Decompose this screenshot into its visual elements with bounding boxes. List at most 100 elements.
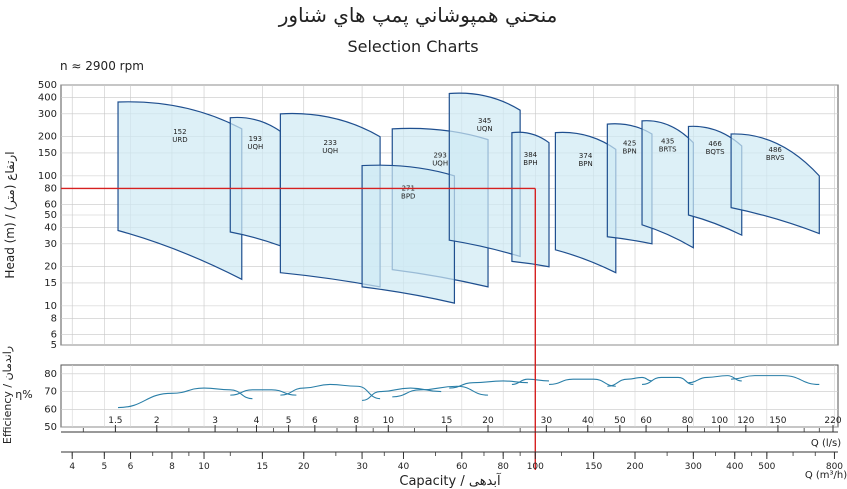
pump-label-193: 193 xyxy=(249,135,262,143)
pump-sublabel-435: BRTS xyxy=(659,146,677,154)
capacity-label: Capacity / آبدهی xyxy=(399,472,502,489)
efficiency-tick-label: 60 xyxy=(44,404,57,415)
flow-ls-tick-label: 20 xyxy=(482,416,494,426)
head-tick-label: 6 xyxy=(51,330,57,341)
pump-label-152: 152 xyxy=(173,128,186,136)
flow-ls-tick-label: 2 xyxy=(154,416,160,426)
pump-sublabel-233: UQH xyxy=(322,147,338,155)
pump-area-152 xyxy=(117,101,243,281)
pump-sublabel-466: BQTS xyxy=(706,148,726,156)
head-tick-label: 15 xyxy=(44,278,57,289)
pump-sublabel-384: BPH xyxy=(523,159,537,167)
efficiency-plot-frame xyxy=(60,364,839,428)
pump-label-435: 435 xyxy=(661,138,674,146)
pump-label-293: 293 xyxy=(433,151,446,159)
pump-label-486: 486 xyxy=(769,146,783,154)
flow-m3h-tick-label: 5 xyxy=(101,462,107,472)
head-tick-label: 200 xyxy=(38,132,57,143)
flow-ls-tick-label: 30 xyxy=(541,416,553,426)
flow-ls-tick-label: 15 xyxy=(441,416,452,426)
efficiency-unit-label: η% xyxy=(15,388,32,401)
efficiency-curve-8 xyxy=(549,378,616,387)
flow-m3h-tick-label: 800 xyxy=(826,462,843,472)
efficiency-curve-6 xyxy=(449,380,528,389)
pump-label-345: 345 xyxy=(478,117,491,125)
flow-m3h-tick-label: 15 xyxy=(257,462,268,472)
head-tick-label: 60 xyxy=(44,200,57,211)
head-tick-label: 80 xyxy=(44,183,57,194)
pump-sublabel-486: BRVS xyxy=(766,154,785,162)
pump-area-466 xyxy=(687,125,743,237)
flow-ls-tick-label: 1.5 xyxy=(108,416,122,426)
efficiency-axis-ticks: 50 60 70 80 xyxy=(44,369,57,433)
pump-label-425: 425 xyxy=(623,140,636,148)
flow-m3h-label: Q (m³/h) xyxy=(805,470,847,481)
flow-ls-tick-label: 40 xyxy=(582,416,594,426)
pump-sublabel-193: UQH xyxy=(247,143,263,151)
flow-m3h-tick-label: 40 xyxy=(398,462,410,472)
flow-m3h-tick-label: 150 xyxy=(585,462,602,472)
head-tick-label: 30 xyxy=(44,239,57,250)
head-tick-label: 8 xyxy=(51,313,57,324)
flow-ls-tick-label: 5 xyxy=(286,416,292,426)
pump-label-466: 466 xyxy=(708,140,722,148)
head-axis-label: Head (m) / (ارتفاع (متر xyxy=(3,151,18,278)
flow-m3h-tick-label: 20 xyxy=(298,462,310,472)
efficiency-curve-7 xyxy=(511,378,550,386)
flow-ls-tick-label: 60 xyxy=(640,416,652,426)
efficiency-tick-label: 80 xyxy=(44,369,57,380)
efficiency-plot-grid xyxy=(60,364,839,428)
flow-ls-tick-label: 4 xyxy=(254,416,260,426)
efficiency-curve-11 xyxy=(688,375,742,384)
pump-area-425 xyxy=(606,123,653,245)
flow-m3h-tick-label: 400 xyxy=(726,462,743,472)
flow-m3h-tick-label: 4 xyxy=(69,462,75,472)
efficiency-curve-12 xyxy=(731,375,820,386)
flow-m3h-tick-label: 80 xyxy=(497,462,509,472)
flow-ls-tick-label: 150 xyxy=(769,416,786,426)
flow-ls-tick-label: 120 xyxy=(737,416,754,426)
chart-title: Selection Charts xyxy=(347,37,478,56)
flow-m3h-tick-label: 10 xyxy=(198,462,210,472)
flow-m3h-tick-label: 6 xyxy=(128,462,134,472)
chart-title-farsi: منحني همپوشاني پمپ هاي شناور xyxy=(278,3,558,28)
head-tick-label: 5 xyxy=(51,340,57,351)
efficiency-curve-3 xyxy=(280,383,381,400)
flow-ls-tick-label: 80 xyxy=(682,416,694,426)
pump-sublabel-152: URD xyxy=(172,136,187,144)
speed-label: n ≈ 2900 rpm xyxy=(60,59,144,73)
head-tick-label: 150 xyxy=(38,148,57,159)
efficiency-curve-2 xyxy=(230,389,297,396)
flow-ls-tick-label: 100 xyxy=(711,416,728,426)
flow-ls-tick-label: 220 xyxy=(824,416,841,426)
flow-ls-tick-label: 50 xyxy=(614,416,626,426)
pump-curve-areas xyxy=(117,92,820,304)
efficiency-curve-5 xyxy=(392,385,489,398)
flow-m3h-tick-label: 60 xyxy=(456,462,468,472)
head-tick-label: 500 xyxy=(38,80,57,91)
flow-ls-tick-label: 8 xyxy=(353,416,359,426)
flow-ls-tick-label: 6 xyxy=(312,416,318,426)
pump-sublabel-271: BPD xyxy=(401,192,415,200)
pump-area-374 xyxy=(554,131,617,274)
flow-m3h-tick-label: 300 xyxy=(685,462,702,472)
head-tick-label: 10 xyxy=(44,301,57,312)
pump-sublabel-374: BPN xyxy=(578,160,592,168)
flow-m3h-tick-label: 8 xyxy=(169,462,175,472)
pump-area-271 xyxy=(361,164,456,304)
pump-area-435 xyxy=(641,120,694,249)
efficiency-curve-1 xyxy=(118,387,253,409)
head-tick-label: 50 xyxy=(44,210,57,221)
pump-label-384: 384 xyxy=(524,151,538,159)
flow-ls-tick-label: 10 xyxy=(383,416,395,426)
flow-m3h-tick-label: 500 xyxy=(758,462,775,472)
pump-label-374: 374 xyxy=(579,152,593,160)
flow-m3h-tick-label: 30 xyxy=(356,462,368,472)
head-tick-label: 400 xyxy=(38,93,57,104)
efficiency-curve-10 xyxy=(642,376,694,386)
head-tick-label: 40 xyxy=(44,223,57,234)
flow-m3h-axis: 4 5 6 8 10 15 20 30 40 60 80 100 150 200 300 400 500 800 xyxy=(61,451,843,472)
efficiency-axis-label: Efficiency / راندمان xyxy=(1,346,14,444)
